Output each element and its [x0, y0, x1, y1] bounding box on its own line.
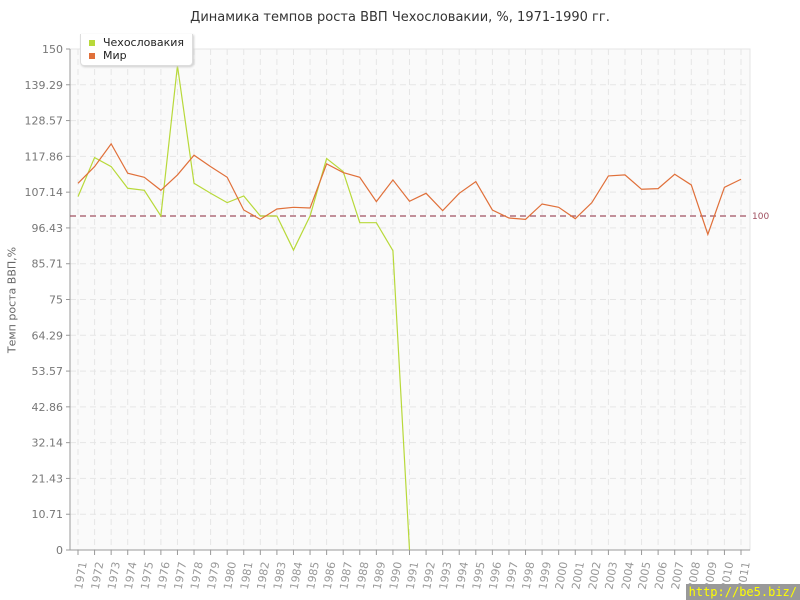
x-tick-label: 2007: [669, 561, 687, 591]
x-tick-label: 1991: [404, 561, 422, 591]
x-tick-label: 2000: [553, 561, 571, 591]
x-tick-label: 1987: [337, 561, 355, 591]
x-tick-label: 1975: [138, 561, 156, 591]
x-tick-label: 1985: [304, 561, 322, 591]
legend: Чехословакия Мир: [80, 34, 193, 66]
x-tick-label: 1974: [122, 561, 140, 591]
x-tick-label: 1973: [105, 561, 123, 591]
x-tick-label: 2009: [702, 561, 720, 591]
x-tick-label: 2011: [735, 561, 753, 591]
y-tick-label: 21.43: [32, 472, 64, 485]
chart-title: Динамика темпов роста ВВП Чехословакии, …: [190, 10, 610, 25]
y-tick-label: 75: [49, 294, 63, 307]
x-tick-label: 1994: [453, 561, 471, 591]
x-tick-label: 1980: [221, 561, 239, 591]
x-tick-label: 1996: [487, 561, 505, 591]
x-tick-label: 1972: [89, 561, 107, 591]
x-tick-label: 1978: [188, 561, 206, 591]
x-tick-label: 1984: [288, 561, 306, 591]
x-tick-label: 1979: [205, 561, 223, 591]
y-tick-label: 32.14: [32, 437, 64, 450]
x-tick-label: 1989: [371, 561, 389, 591]
x-tick-label: 1981: [238, 561, 256, 591]
x-tick-label: 2005: [636, 561, 654, 591]
x-tick-label: 2006: [652, 561, 670, 591]
x-tick-label: 1977: [172, 561, 190, 591]
x-tick-label: 2008: [685, 561, 703, 591]
reference-line-label: 100: [752, 212, 769, 222]
x-tick-label: 1999: [536, 561, 554, 591]
x-tick-label: 1992: [420, 561, 438, 591]
y-tick-label: 85.71: [32, 258, 64, 271]
y-tick-label: 107.14: [25, 186, 64, 199]
x-tick-label: 1990: [387, 561, 405, 591]
x-tick-label: 1997: [503, 561, 521, 591]
x-tick-label: 1971: [72, 561, 90, 591]
watermark-link[interactable]: http://be5.biz/: [685, 584, 800, 600]
legend-item-czechoslovakia[interactable]: Чехословакия: [89, 36, 184, 49]
y-tick-label: 139.29: [25, 79, 64, 92]
x-tick-label: 2003: [603, 561, 621, 591]
y-tick-label: 10.71: [32, 508, 64, 521]
legend-swatch: [89, 39, 95, 46]
x-tick-label: 1993: [437, 561, 455, 591]
legend-item-world[interactable]: Мир: [89, 49, 184, 62]
x-tick-label: 2002: [586, 561, 604, 591]
y-tick-label: 117.86: [25, 150, 64, 163]
legend-label: Чехословакия: [103, 36, 184, 49]
x-tick-label: 1995: [470, 561, 488, 591]
x-tick-label: 1976: [155, 561, 173, 591]
y-tick-label: 64.29: [32, 329, 64, 342]
y-tick-label: 128.57: [25, 115, 64, 128]
x-tick-label: 1988: [354, 561, 372, 591]
x-tick-label: 1982: [254, 561, 272, 591]
x-tick-label: 1983: [271, 561, 289, 591]
x-tick-label: 1986: [321, 561, 339, 591]
legend-swatch: [89, 52, 95, 59]
y-tick-label: 150: [42, 43, 63, 56]
y-tick-label: 0: [56, 544, 63, 557]
x-tick-label: 2010: [719, 561, 737, 591]
y-tick-label: 96.43: [32, 222, 64, 235]
x-tick-label: 2004: [619, 561, 637, 591]
y-tick-label: 53.57: [32, 365, 64, 378]
y-tick-label: 42.86: [32, 401, 64, 414]
x-tick-label: 2001: [569, 561, 587, 591]
legend-label: Мир: [103, 49, 127, 62]
x-tick-label: 1998: [520, 561, 538, 591]
